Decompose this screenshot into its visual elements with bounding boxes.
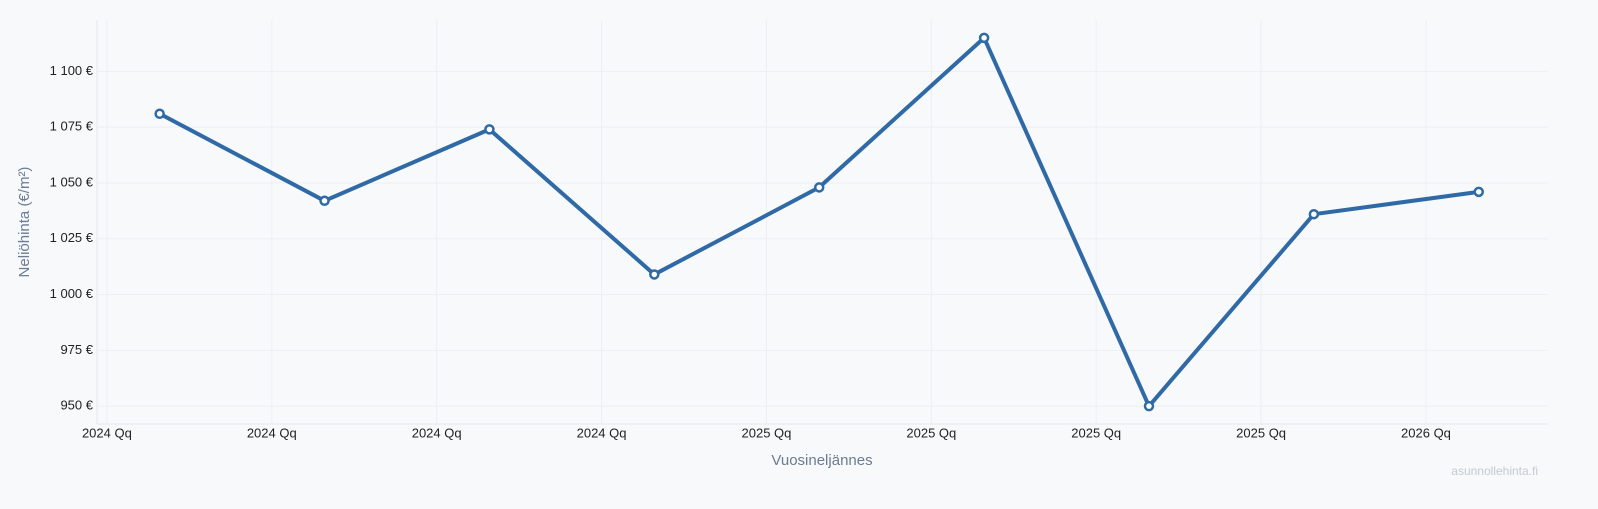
y-tick-label: 1 000 € bbox=[50, 286, 94, 301]
point bbox=[319, 195, 330, 207]
x-tick-label: 2024 Qq bbox=[577, 425, 627, 440]
point bbox=[154, 108, 165, 119]
point bbox=[978, 32, 990, 44]
y-axis-title: Neliöhinta (€/m²) bbox=[16, 167, 33, 278]
y-tick-label: 1 100 € bbox=[50, 63, 94, 78]
y-tick-label: 1 025 € bbox=[50, 230, 94, 245]
x-tick-label: 2024 Qq bbox=[412, 425, 462, 440]
point bbox=[484, 124, 495, 135]
x-tick-label: 2025 Qq bbox=[1071, 425, 1121, 440]
x-tick-label: 2025 Qq bbox=[1236, 425, 1286, 440]
y-tick-label: 1 075 € bbox=[50, 119, 94, 134]
y-tick-label: 950 € bbox=[60, 398, 93, 413]
point bbox=[1308, 208, 1320, 220]
point bbox=[1473, 186, 1484, 198]
point bbox=[649, 269, 660, 280]
x-tick-label: 2024 Qq bbox=[82, 425, 132, 440]
watermark: asunnollehinta.fi bbox=[1451, 464, 1538, 478]
x-tick-label: 2026 Qq bbox=[1401, 425, 1451, 440]
point bbox=[813, 182, 825, 193]
y-tick-label: 1 050 € bbox=[50, 174, 94, 189]
x-tick-label: 2025 Qq bbox=[742, 425, 792, 440]
line bbox=[158, 35, 1480, 409]
x-tick-label: 2025 Qq bbox=[906, 425, 956, 440]
x-axis-title: Vuosineljännes bbox=[771, 452, 872, 469]
y-tick-label: 975 € bbox=[60, 342, 93, 357]
x-tick-label: 2024 Qq bbox=[247, 425, 297, 440]
point bbox=[1143, 400, 1155, 412]
